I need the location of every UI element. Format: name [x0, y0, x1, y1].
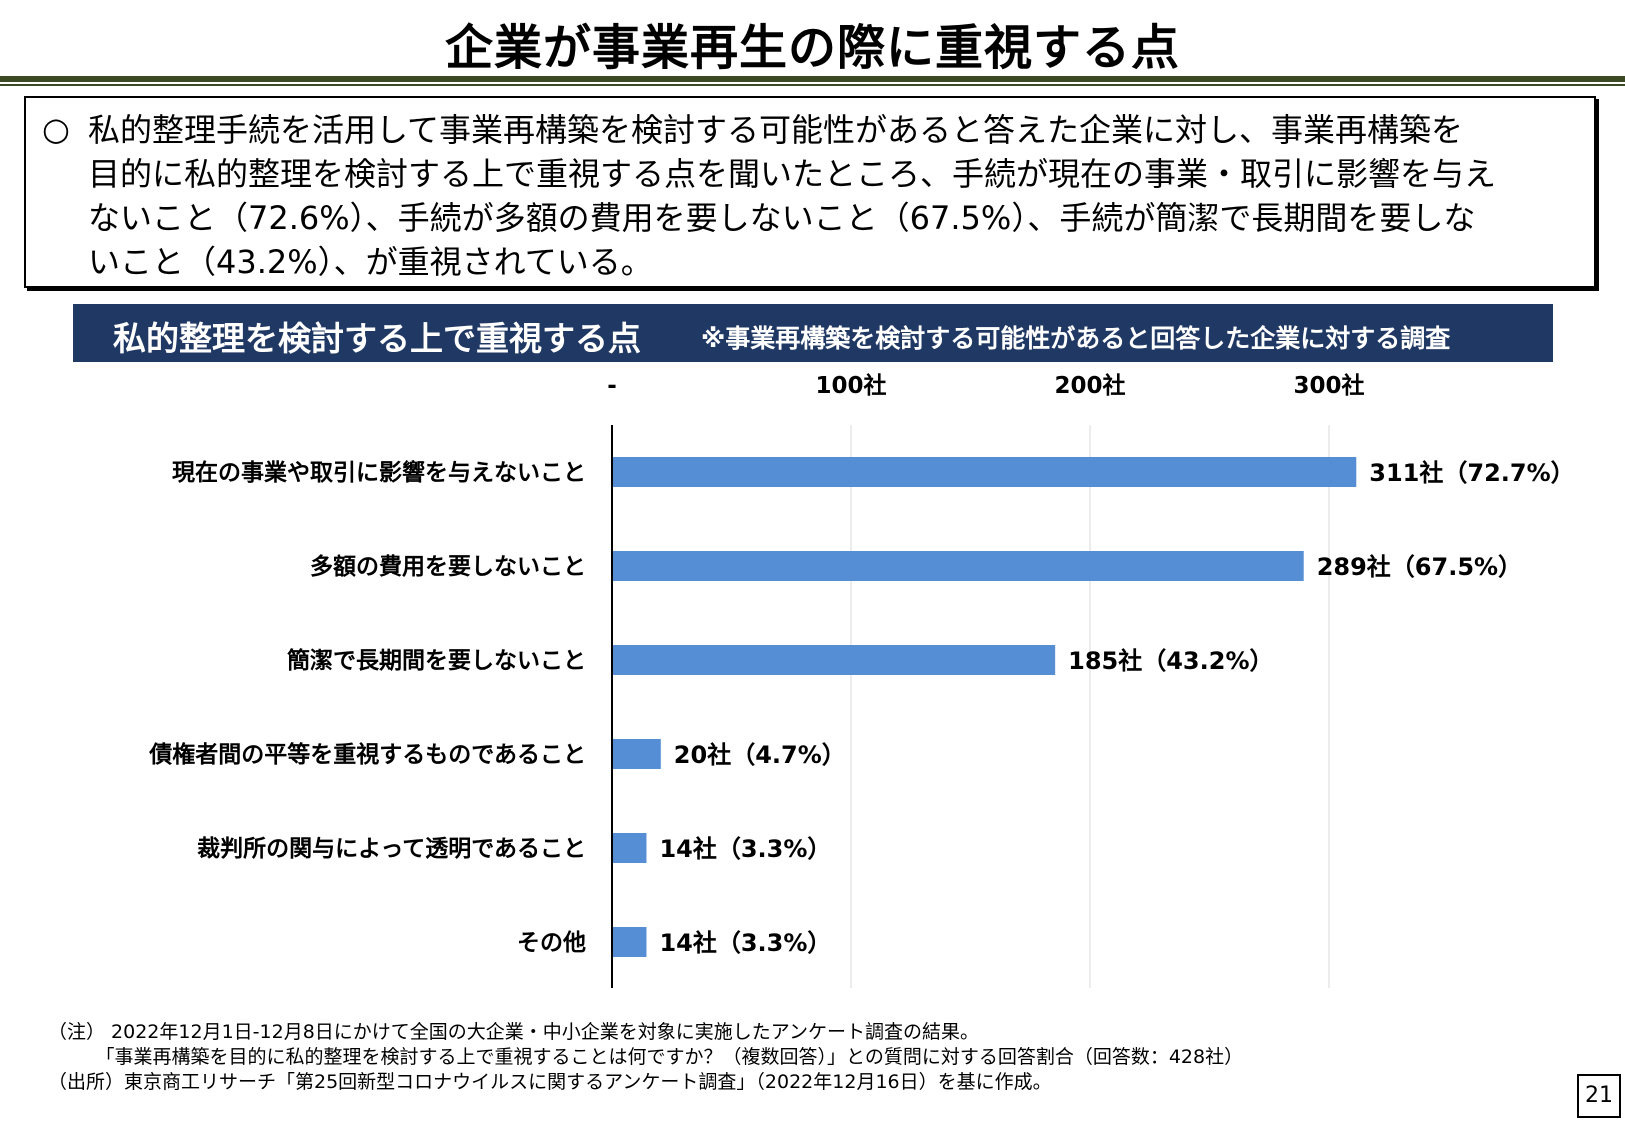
chart-note: ※事業再構築を検討する可能性があると回答した企業に対する調査 [701, 324, 1451, 353]
bar [613, 551, 1304, 581]
value-label: 311社（72.7%） [1369, 459, 1574, 487]
category-label: 多額の費用を要しないこと [310, 553, 586, 580]
summary-line: 目的に私的整理を検討する上で重視する点を聞いたところ、手続が現在の事業・取引に影… [88, 155, 1497, 193]
footnote: （出所）東京商工リサーチ「第25回新型コロナウイルスに関するアンケート調査」（2… [48, 1071, 1052, 1093]
chart-title: 私的整理を検討する上で重視する点 [113, 319, 641, 358]
footnote: 「事業再構築を目的に私的整理を検討する上で重視することは何ですか？（複数回答）」… [48, 1046, 1244, 1068]
x-tick-label: 200社 [1054, 372, 1125, 399]
title-rule [0, 76, 1625, 82]
bar [613, 739, 661, 769]
summary-line: 私的整理手続を活用して事業再構築を検討する可能性があると答えた企業に対し、事業再… [88, 111, 1464, 149]
title-rule-thin [0, 84, 1625, 86]
summary-bullet: ○ [42, 110, 70, 148]
summary-box: ○ 私的整理手続を活用して事業再構築を検討する可能性があると答えた企業に対し、事… [24, 96, 1596, 288]
value-label: 14社（3.3%） [659, 929, 831, 957]
summary-line: ないこと（72.6%）、手続が多額の費用を要しないこと（67.5%）、手続が簡潔… [88, 199, 1476, 237]
chart-banner: 私的整理を検討する上で重視する点 ※事業再構築を検討する可能性があると回答した企… [73, 304, 1553, 362]
value-label: 20社（4.7%） [674, 741, 846, 769]
category-label: 裁判所の関与によって透明であること [197, 836, 586, 862]
category-label: その他 [517, 930, 586, 956]
bar [613, 457, 1357, 487]
category-label: 債権者間の平等を重視するものであること [148, 741, 586, 768]
page-title: 企業が事業再生の際に重視する点 [444, 20, 1180, 76]
x-tick-label: 100社 [815, 372, 886, 399]
footnote: （注） 2022年12月1日-12月8日にかけて全国の大企業・中小企業を対象に実… [48, 1021, 980, 1043]
summary-line: いこと（43.2%）、が重視されている。 [88, 243, 653, 281]
bar [613, 833, 647, 863]
value-label: 185社（43.2%） [1068, 647, 1273, 675]
x-tick-label: - [607, 373, 617, 399]
page-number: 21 [1577, 1074, 1621, 1118]
footnotes: （注） 2022年12月1日-12月8日にかけて全国の大企業・中小企業を対象に実… [48, 1020, 1243, 1095]
category-label: 現在の事業や取引に影響を与えないこと [172, 459, 586, 486]
summary-text: 私的整理手続を活用して事業再構築を検討する可能性があると答えた企業に対し、事業再… [88, 108, 1578, 284]
x-tick-label: 300社 [1293, 372, 1364, 399]
value-label: 289社（67.5%） [1317, 553, 1522, 581]
bar [613, 927, 647, 957]
bar [613, 645, 1056, 675]
value-label: 14社（3.3%） [659, 835, 831, 863]
category-label: 簡潔で長期間を要しないこと [287, 647, 586, 674]
